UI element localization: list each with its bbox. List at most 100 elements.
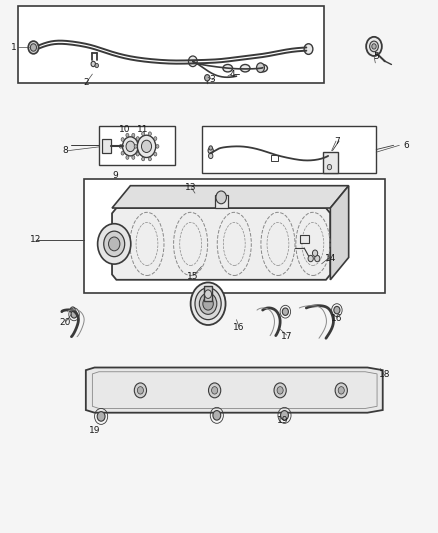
Ellipse shape bbox=[240, 64, 250, 72]
Circle shape bbox=[208, 154, 213, 159]
Circle shape bbox=[136, 152, 139, 156]
Circle shape bbox=[136, 136, 139, 140]
Bar bbox=[102, 140, 111, 154]
Circle shape bbox=[138, 386, 144, 394]
Text: 4: 4 bbox=[229, 70, 235, 78]
Circle shape bbox=[334, 306, 340, 314]
Text: 19: 19 bbox=[89, 426, 100, 435]
Text: 11: 11 bbox=[137, 125, 148, 134]
Text: 17: 17 bbox=[281, 332, 293, 341]
Circle shape bbox=[205, 75, 210, 81]
Text: 5: 5 bbox=[373, 52, 379, 61]
Circle shape bbox=[71, 311, 77, 318]
Circle shape bbox=[213, 410, 221, 420]
Circle shape bbox=[199, 293, 217, 314]
Bar bbox=[323, 152, 338, 173]
Circle shape bbox=[70, 307, 75, 313]
Circle shape bbox=[137, 138, 140, 141]
Text: 2: 2 bbox=[83, 77, 88, 86]
Text: 13: 13 bbox=[185, 183, 196, 192]
Circle shape bbox=[212, 386, 218, 394]
Circle shape bbox=[208, 148, 213, 154]
Circle shape bbox=[123, 137, 138, 156]
Text: 16: 16 bbox=[331, 314, 343, 323]
Circle shape bbox=[274, 383, 286, 398]
Circle shape bbox=[154, 152, 157, 156]
Circle shape bbox=[216, 191, 226, 204]
Circle shape bbox=[132, 156, 135, 159]
Circle shape bbox=[208, 383, 221, 398]
Circle shape bbox=[134, 383, 147, 398]
Circle shape bbox=[338, 386, 344, 394]
Text: 9: 9 bbox=[113, 171, 118, 180]
Circle shape bbox=[97, 411, 105, 421]
Circle shape bbox=[138, 144, 141, 148]
Circle shape bbox=[91, 61, 95, 67]
Text: 16: 16 bbox=[233, 323, 244, 332]
Circle shape bbox=[312, 250, 318, 256]
Bar bbox=[215, 195, 228, 208]
Polygon shape bbox=[330, 185, 349, 280]
Circle shape bbox=[191, 282, 226, 325]
Circle shape bbox=[126, 133, 129, 137]
Circle shape bbox=[314, 255, 320, 262]
Text: 19: 19 bbox=[276, 416, 288, 425]
Text: 14: 14 bbox=[325, 254, 336, 263]
Circle shape bbox=[283, 308, 288, 316]
Circle shape bbox=[95, 63, 99, 68]
Text: 20: 20 bbox=[60, 318, 71, 327]
Circle shape bbox=[104, 231, 125, 257]
Circle shape bbox=[372, 44, 376, 49]
Text: 7: 7 bbox=[334, 136, 340, 146]
Ellipse shape bbox=[223, 64, 233, 72]
Bar bbox=[201, 126, 376, 173]
Circle shape bbox=[30, 44, 36, 51]
Circle shape bbox=[126, 156, 129, 159]
Circle shape bbox=[277, 386, 283, 394]
Text: 15: 15 bbox=[187, 272, 198, 281]
Circle shape bbox=[126, 141, 135, 151]
Circle shape bbox=[148, 132, 152, 135]
Circle shape bbox=[195, 288, 221, 320]
Circle shape bbox=[28, 41, 39, 54]
Circle shape bbox=[132, 133, 135, 137]
Circle shape bbox=[119, 144, 122, 148]
Circle shape bbox=[154, 136, 157, 140]
Text: 1: 1 bbox=[11, 43, 17, 52]
Circle shape bbox=[370, 41, 378, 52]
Circle shape bbox=[281, 410, 288, 420]
Bar bbox=[204, 286, 212, 301]
Text: 8: 8 bbox=[63, 146, 68, 155]
Circle shape bbox=[327, 165, 332, 169]
Text: 12: 12 bbox=[30, 236, 41, 245]
Circle shape bbox=[138, 135, 155, 158]
Circle shape bbox=[205, 290, 212, 298]
Polygon shape bbox=[112, 185, 349, 208]
Circle shape bbox=[141, 140, 152, 152]
Circle shape bbox=[98, 224, 131, 264]
Bar bbox=[300, 235, 309, 243]
Circle shape bbox=[141, 132, 145, 135]
Text: 3: 3 bbox=[209, 75, 215, 84]
Bar bbox=[271, 155, 279, 161]
Bar bbox=[84, 179, 385, 293]
Circle shape bbox=[366, 37, 382, 56]
Circle shape bbox=[121, 151, 124, 155]
Circle shape bbox=[141, 157, 145, 161]
Bar bbox=[99, 126, 175, 165]
Circle shape bbox=[304, 44, 313, 54]
Circle shape bbox=[308, 255, 313, 262]
Circle shape bbox=[121, 138, 124, 141]
Circle shape bbox=[156, 144, 159, 148]
Text: 6: 6 bbox=[404, 141, 410, 150]
Polygon shape bbox=[112, 208, 330, 280]
Circle shape bbox=[188, 56, 197, 67]
Circle shape bbox=[134, 144, 137, 148]
Circle shape bbox=[209, 146, 212, 150]
Ellipse shape bbox=[258, 64, 268, 72]
Circle shape bbox=[203, 297, 213, 310]
Circle shape bbox=[109, 237, 120, 251]
Text: 10: 10 bbox=[120, 125, 131, 134]
Bar bbox=[18, 6, 324, 83]
Circle shape bbox=[257, 63, 265, 72]
